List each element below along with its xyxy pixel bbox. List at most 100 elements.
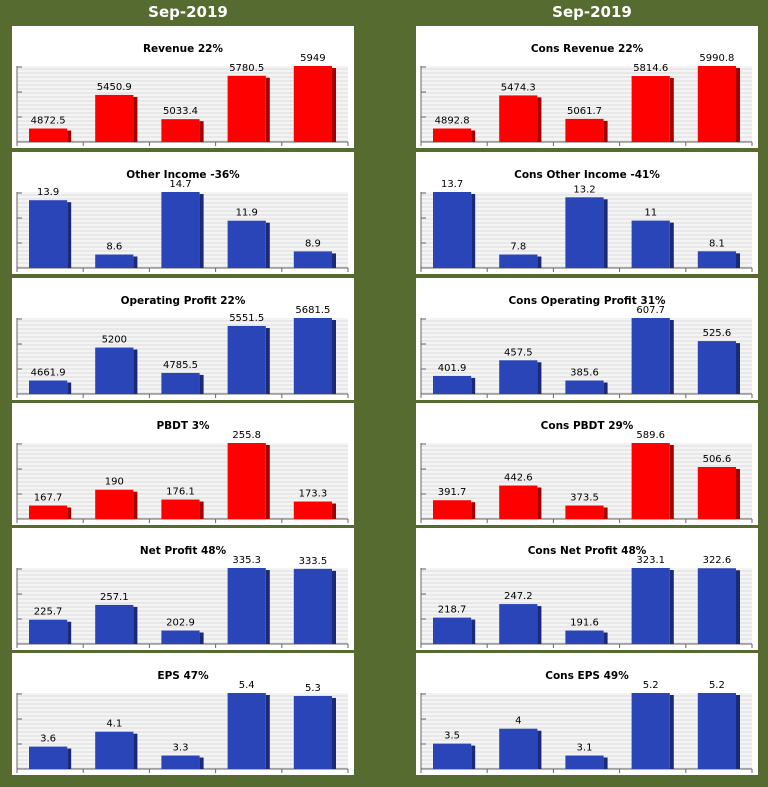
data-label: 5780.5 bbox=[229, 63, 264, 74]
bar-side bbox=[67, 130, 72, 142]
chart-svg: Other Income -36% 13.9 8.6 14.7 11.9 8.9 bbox=[16, 169, 349, 272]
bar-2 bbox=[565, 630, 608, 644]
bar-face bbox=[499, 604, 538, 644]
bar-side bbox=[669, 445, 674, 519]
bar-side bbox=[736, 695, 740, 769]
bar-face bbox=[95, 489, 134, 519]
bar-4 bbox=[697, 66, 740, 142]
bar-side bbox=[603, 632, 608, 644]
data-label: 7.8 bbox=[510, 242, 526, 253]
bar-1 bbox=[95, 94, 138, 142]
bar-side bbox=[669, 222, 674, 268]
bar-side bbox=[332, 68, 336, 142]
plot-area bbox=[16, 568, 349, 648]
bar-0 bbox=[433, 192, 476, 268]
bar-3 bbox=[631, 318, 674, 394]
bar-side bbox=[199, 194, 204, 268]
bar-2 bbox=[161, 192, 204, 268]
bar-side bbox=[265, 77, 270, 142]
bar-side bbox=[133, 256, 138, 268]
bar-3 bbox=[631, 443, 674, 519]
chart-title: PBDT 3% bbox=[156, 420, 210, 432]
bar-face bbox=[95, 347, 134, 394]
bar-face bbox=[631, 443, 670, 519]
data-label: 4892.8 bbox=[435, 116, 470, 127]
bar-face bbox=[95, 731, 134, 769]
left-column-header: Sep-2019 bbox=[148, 3, 228, 21]
bar-side bbox=[265, 222, 270, 268]
bar-side bbox=[471, 194, 476, 268]
data-label: 218.7 bbox=[438, 605, 467, 616]
bar-face bbox=[697, 467, 736, 519]
bar-face bbox=[631, 318, 670, 394]
bar-face bbox=[565, 505, 604, 519]
bar-0 bbox=[29, 505, 72, 519]
chart-svg: Operating Profit 22% 4661.9 5200 4785.5 5551… bbox=[16, 295, 349, 398]
data-label: 5.2 bbox=[709, 680, 725, 691]
bar-3 bbox=[227, 443, 270, 519]
bar-face bbox=[29, 200, 68, 268]
bar-side bbox=[603, 199, 608, 268]
bar-face bbox=[697, 251, 736, 268]
plot-area bbox=[420, 568, 753, 648]
bar-side bbox=[133, 491, 138, 519]
data-label: 5949 bbox=[300, 53, 325, 64]
bar-face bbox=[293, 568, 332, 644]
data-label: 5474.3 bbox=[501, 82, 536, 93]
bar-1 bbox=[95, 489, 138, 519]
bar-side bbox=[736, 469, 740, 519]
bar-face bbox=[161, 119, 200, 142]
bar-side bbox=[332, 570, 336, 644]
bar-face bbox=[631, 220, 670, 268]
bar-side bbox=[471, 619, 476, 644]
chart-title: Net Profit 48% bbox=[140, 545, 227, 557]
bar-side bbox=[537, 730, 542, 769]
bar-0 bbox=[433, 617, 476, 644]
data-label: 191.6 bbox=[570, 618, 599, 629]
data-label: 176.1 bbox=[166, 487, 195, 498]
bar-3 bbox=[227, 75, 270, 142]
bar-side bbox=[537, 256, 542, 268]
bar-1 bbox=[499, 95, 542, 142]
bar-1 bbox=[499, 485, 542, 519]
bar-2 bbox=[565, 118, 608, 142]
chart-svg: PBDT 3% 167.7 190 176.1 255.8 173.3 bbox=[16, 420, 349, 523]
bar-face bbox=[29, 746, 68, 769]
bar-face bbox=[499, 95, 538, 142]
data-label: 8.1 bbox=[709, 238, 725, 249]
data-label: 13.7 bbox=[441, 179, 463, 190]
bar-side bbox=[133, 733, 138, 769]
data-label: 4.1 bbox=[106, 719, 122, 730]
bar-side bbox=[603, 507, 608, 519]
data-label: 5551.5 bbox=[229, 313, 264, 324]
bar-face bbox=[565, 197, 604, 268]
data-label: 5681.5 bbox=[295, 305, 330, 316]
chart-panel-1: Cons Revenue 22% 4892.8 5474.3 5061.7 5814.6… bbox=[416, 26, 758, 148]
bar-side bbox=[199, 757, 204, 769]
bar-2 bbox=[565, 380, 608, 394]
bar-face bbox=[697, 693, 736, 769]
data-label: 255.8 bbox=[232, 430, 261, 441]
bar-side bbox=[603, 120, 608, 142]
data-label: 333.5 bbox=[299, 556, 328, 567]
bar-4 bbox=[697, 341, 740, 394]
bar-face bbox=[161, 630, 200, 644]
bar-face bbox=[433, 375, 472, 394]
chart-panel-2: Other Income -36% 13.9 8.6 14.7 11.9 8.9 bbox=[12, 152, 354, 274]
bar-side bbox=[133, 606, 138, 644]
bar-4 bbox=[697, 568, 740, 644]
chart-title: Cons Operating Profit 31% bbox=[508, 295, 666, 307]
bar-side bbox=[199, 632, 204, 644]
bar-side bbox=[67, 748, 72, 769]
data-label: 401.9 bbox=[438, 363, 467, 374]
bar-0 bbox=[433, 375, 476, 394]
chart-svg: Cons PBDT 29% 391.7 442.6 373.5 589.6 506.6 bbox=[420, 420, 753, 523]
bar-3 bbox=[631, 693, 674, 769]
data-label: 373.5 bbox=[570, 493, 599, 504]
bar-4 bbox=[293, 568, 336, 644]
bar-face bbox=[227, 325, 266, 394]
data-label: 11.9 bbox=[236, 208, 258, 219]
bar-side bbox=[471, 130, 476, 142]
chart-panel-6: PBDT 3% 167.7 190 176.1 255.8 173.3 bbox=[12, 403, 354, 525]
bar-face bbox=[161, 192, 200, 268]
